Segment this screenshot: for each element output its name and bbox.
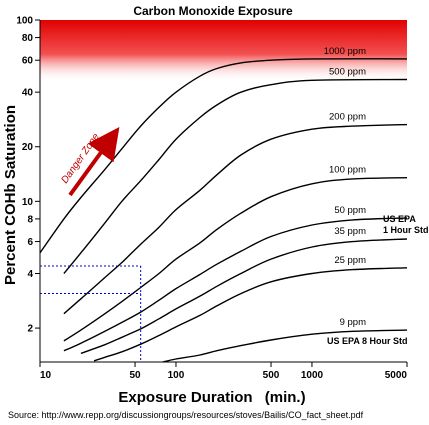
series-line-100-ppm bbox=[63, 177, 408, 342]
y-tick-label: 80 bbox=[22, 33, 34, 44]
danger-zone-annotation: Danger Zone bbox=[59, 127, 120, 197]
danger-zone-band bbox=[40, 20, 407, 82]
series-line-35-ppm bbox=[80, 238, 408, 355]
series-label-500-ppm: 500 ppm bbox=[329, 66, 366, 77]
series-label-35-ppm: 35 ppm bbox=[334, 226, 366, 237]
y-tick-label: 2 bbox=[27, 324, 33, 335]
series-label-9-ppm: 9 ppm bbox=[340, 317, 366, 328]
x-axis-label: Exposure Duration (min.) bbox=[118, 389, 305, 406]
series-line-1000-ppm bbox=[39, 58, 408, 254]
source-citation: Source: http://www.repp.org/discussiongr… bbox=[8, 410, 364, 420]
series-label-25-ppm: 25 ppm bbox=[334, 255, 366, 266]
reference-lines bbox=[40, 265, 142, 362]
series-label-200-ppm: 200 ppm bbox=[329, 112, 366, 123]
y-axis-label: Percent COHb Saturation bbox=[2, 105, 19, 285]
series-curves: 1000 ppm 500 ppm 200 ppm 100 ppm 50 ppm 35 pp… bbox=[39, 46, 408, 363]
series-line-25-ppm bbox=[93, 267, 408, 362]
x-tick-label: 100 bbox=[168, 370, 185, 381]
chart-title: Carbon Monoxide Exposure bbox=[133, 4, 293, 18]
series-line-9-ppm bbox=[162, 329, 408, 363]
epa-1hr-label-line2: 1 Hour Std bbox=[383, 225, 429, 235]
x-axis-label-text: Exposure Duration bbox=[118, 389, 252, 406]
x-tick-label: 50 bbox=[129, 370, 141, 381]
y-tick-label: 100 bbox=[16, 16, 33, 27]
x-tick-label: 10 bbox=[40, 370, 52, 381]
y-tick-label: 60 bbox=[22, 56, 34, 67]
x-axis: 10 50 100 500 1000 5000 bbox=[39, 362, 408, 381]
y-tick-label: 4 bbox=[27, 269, 33, 280]
y-tick-label: 6 bbox=[27, 237, 33, 248]
x-tick-label: 5000 bbox=[385, 370, 408, 381]
y-axis: 2 4 6 8 10 20 40 60 80 100 bbox=[16, 16, 40, 335]
y-tick-label: 20 bbox=[22, 142, 34, 153]
y-tick-label: 10 bbox=[22, 197, 34, 208]
series-line-50-ppm bbox=[63, 217, 408, 352]
epa-1hr-label-line1: US EPA bbox=[383, 214, 416, 224]
series-label-100-ppm: 100 ppm bbox=[329, 165, 366, 176]
epa-8hr-label: US EPA 8 Hour Std bbox=[327, 336, 408, 346]
series-line-500-ppm bbox=[63, 78, 408, 274]
y-tick-label: 40 bbox=[22, 88, 34, 99]
plot-frame bbox=[39, 20, 407, 363]
series-label-50-ppm: 50 ppm bbox=[334, 205, 366, 216]
y-tick-label: 8 bbox=[27, 214, 33, 225]
series-line-200-ppm bbox=[63, 123, 408, 315]
x-tick-label: 500 bbox=[263, 370, 280, 381]
x-axis-label-unit: (min.) bbox=[265, 389, 306, 406]
series-label-1000-ppm: 1000 ppm bbox=[324, 46, 366, 57]
x-tick-label: 1000 bbox=[301, 370, 324, 381]
danger-zone-arrow bbox=[68, 127, 120, 197]
